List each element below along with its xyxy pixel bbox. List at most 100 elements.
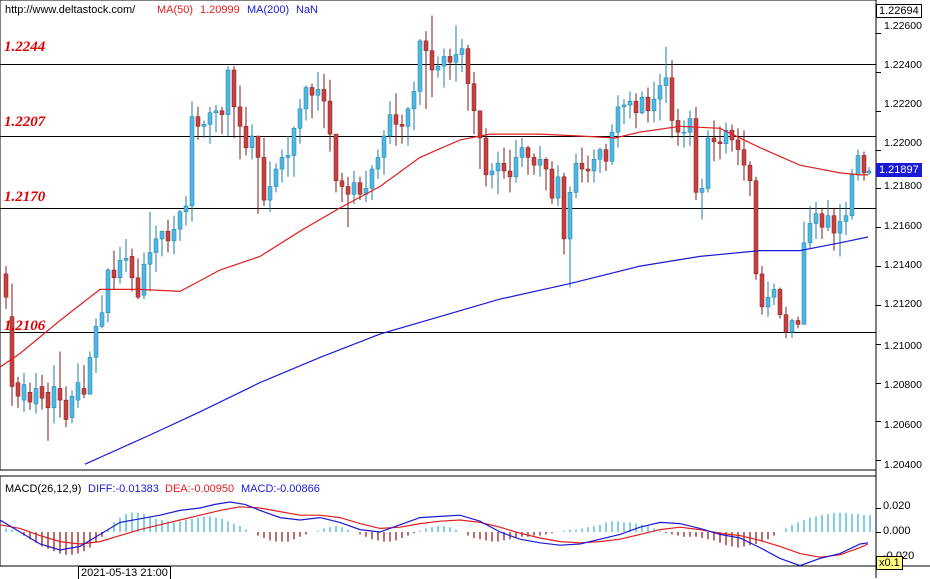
- candle-bearish: [543, 159, 549, 170]
- candle-bearish: [345, 186, 351, 195]
- candle-bearish: [63, 399, 69, 420]
- candle-bullish: [303, 87, 309, 110]
- candle-bearish: [45, 392, 51, 409]
- candle-bullish: [801, 242, 807, 325]
- level-label-2: 1.2207: [4, 114, 46, 130]
- candle-bullish: [681, 131, 687, 134]
- price-tick: 1.20400: [884, 459, 922, 471]
- price-tick: 1.21800: [884, 180, 922, 192]
- candle-bullish: [267, 186, 273, 201]
- candle-bearish: [759, 273, 765, 308]
- candle-bullish: [387, 114, 393, 137]
- candle-bearish: [693, 118, 699, 193]
- macd-hist-value: MACD:-0.00866: [241, 483, 320, 495]
- candle-bearish: [39, 386, 45, 399]
- candle-bullish: [771, 289, 777, 298]
- candle-bearish: [753, 180, 759, 275]
- candle-bullish: [489, 170, 495, 176]
- candle-bearish: [579, 162, 585, 170]
- candle-bearish: [483, 137, 489, 176]
- candle-bullish: [315, 89, 321, 96]
- macd-diff-value: DIFF:-0.01383: [88, 483, 159, 495]
- ma50-value: 1.20999: [200, 4, 240, 16]
- candle-bearish: [831, 215, 837, 234]
- ma200-value: NaN: [296, 4, 319, 16]
- cursor-time-label: 2021-05-13 21:00: [78, 566, 171, 579]
- macd-tick: 0.020: [883, 500, 911, 512]
- ma50-label: MA(50): [157, 4, 194, 16]
- candle-bearish: [777, 289, 783, 315]
- candle-bullish: [459, 48, 465, 55]
- candle-bullish: [285, 155, 291, 158]
- candle-bullish: [621, 104, 627, 108]
- candle-bullish: [87, 357, 93, 395]
- candle-bearish: [243, 126, 249, 148]
- price-tick: 1.22000: [884, 137, 922, 149]
- candle-bullish: [75, 382, 81, 401]
- candle-bullish: [51, 386, 57, 409]
- candle-bearish: [741, 149, 747, 166]
- candle-bullish: [21, 384, 27, 401]
- candle-bullish: [591, 159, 597, 172]
- candle-bullish: [117, 260, 123, 279]
- candle-bearish: [669, 77, 675, 121]
- candle-bearish: [309, 87, 315, 96]
- candle-bullish: [615, 106, 621, 133]
- candle-bearish: [357, 182, 363, 195]
- candle-bullish: [297, 108, 303, 129]
- candle-bullish: [147, 252, 153, 265]
- macd-tick: 0.000: [883, 525, 911, 537]
- candle-bearish: [531, 157, 537, 166]
- price-tick: 1.21400: [884, 259, 922, 271]
- candle-bullish: [189, 116, 195, 207]
- candle-bearish: [165, 230, 171, 242]
- candle-bearish: [717, 141, 723, 145]
- candle-bearish: [783, 314, 789, 333]
- candle-bearish: [219, 110, 225, 115]
- price-tick: 1.20600: [884, 419, 922, 431]
- candle-bullish: [183, 205, 189, 213]
- price-tick: 1.21200: [884, 298, 922, 310]
- level-label-3: 1.2170: [4, 189, 46, 205]
- candle-bullish: [291, 128, 297, 156]
- candle-bullish: [866, 170, 872, 174]
- candle-bullish: [123, 258, 129, 261]
- price-tick: 1.22400: [884, 59, 922, 71]
- candle-bullish: [159, 230, 165, 240]
- price-tick: 1.21000: [884, 340, 922, 352]
- candle-bearish: [501, 162, 507, 172]
- candle-bullish: [99, 312, 105, 327]
- candle-bullish: [651, 98, 657, 112]
- macd-dea-line: [0, 506, 869, 558]
- level-label-1: 1.2244: [4, 39, 46, 55]
- candle-bearish: [57, 388, 63, 401]
- candle-bullish: [837, 221, 843, 234]
- candle-bearish: [129, 256, 135, 279]
- candle-bullish: [33, 388, 39, 405]
- price-tick: 1.21600: [884, 220, 922, 232]
- zoom-tag[interactable]: x0.1: [876, 556, 903, 570]
- candle-bullish: [351, 182, 357, 195]
- candle-bullish: [699, 188, 705, 193]
- ma200-label: MA(200): [247, 4, 290, 16]
- price-tick: 1.20800: [884, 379, 922, 391]
- candle-bearish: [9, 316, 15, 387]
- candle-bullish: [537, 159, 543, 166]
- candle-bearish: [339, 180, 345, 187]
- candle-bullish: [105, 269, 111, 313]
- candle-bearish: [3, 273, 9, 298]
- source-url[interactable]: http://www.deltastock.com/: [5, 4, 136, 16]
- candle-bearish: [27, 392, 33, 403]
- candle-bullish: [519, 147, 525, 158]
- candle-bullish: [93, 326, 99, 358]
- candle-bullish: [495, 162, 501, 172]
- candle-bullish: [279, 157, 285, 170]
- candle-bearish: [525, 147, 531, 158]
- candle-bullish: [723, 129, 729, 145]
- candle-bullish: [513, 157, 519, 178]
- candle-bullish: [153, 238, 159, 253]
- candle-bearish: [321, 89, 327, 102]
- candle-bearish: [195, 116, 201, 127]
- level-label-4: 1.2106: [4, 318, 46, 334]
